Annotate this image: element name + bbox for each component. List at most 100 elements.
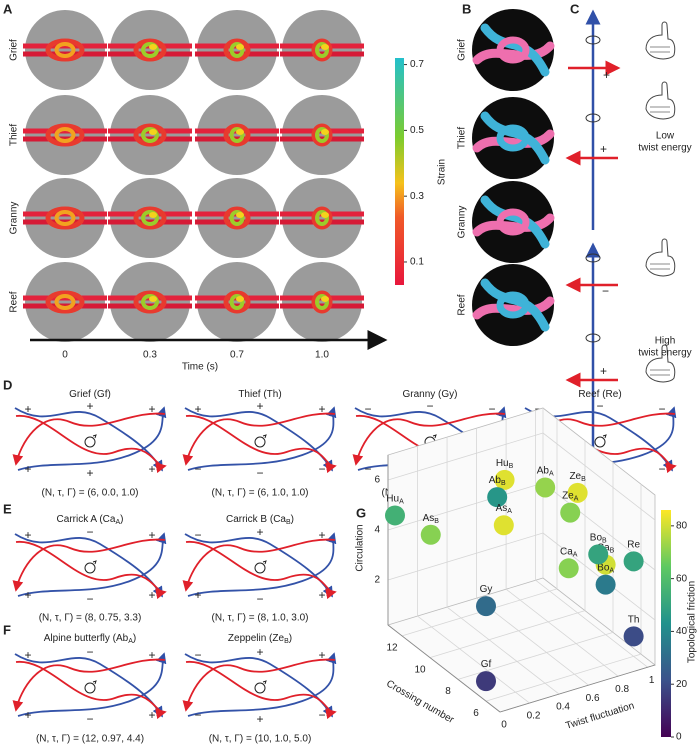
knot-point: [623, 626, 644, 647]
panel-label: E: [3, 501, 12, 516]
hand-icon: [645, 238, 676, 277]
crossing-sign: −: [318, 462, 325, 476]
crossing-sign: −: [194, 528, 201, 542]
invariants: (N, τ, Γ) = (8, 0.75, 3.3): [39, 613, 142, 624]
knot-frame: [197, 262, 277, 342]
rope-pink: [472, 41, 555, 65]
crossing-sign: −: [256, 466, 263, 480]
title-text: Carrick A (Ca: [57, 514, 116, 525]
y-tick-label: 0.8: [615, 684, 629, 695]
knot-loop: [223, 290, 251, 314]
knot-loop: [45, 206, 85, 230]
crossing-sign: +: [148, 708, 155, 722]
title-text: Reef (Re): [578, 389, 621, 400]
grid-line: [476, 597, 589, 686]
colorbar-tick-label: 0.7: [410, 59, 424, 70]
colorbar-label: Topological friction: [687, 581, 698, 663]
title-text: Carrick B (Ca: [226, 514, 286, 525]
strand-blue: [14, 533, 163, 598]
knot-loop: [45, 38, 85, 62]
y-axis-label: Twist fluctuation: [564, 700, 635, 731]
knot-loop: [133, 206, 167, 230]
point-label-text: Bo: [590, 532, 603, 543]
knot-core: [496, 36, 530, 64]
crossing-sign: +: [318, 588, 325, 602]
title-text: Thief (Th): [238, 389, 281, 400]
knot-loop: [223, 38, 251, 62]
point-label-sub: B: [434, 518, 439, 525]
circulation-arrow: [262, 434, 267, 439]
colorbar-label: Strain: [437, 159, 448, 185]
colorbar-tick-label: 0.5: [410, 125, 424, 136]
hand-outline: [645, 238, 676, 277]
invariants: (N, τ, Γ) = (6, 1.0, 1.0): [212, 488, 309, 499]
point-label-sub: A: [574, 496, 579, 503]
title-subscript: B: [284, 638, 289, 645]
time-tick-label: 0: [62, 350, 68, 361]
strain-colorbar: [395, 58, 404, 285]
point-label-text: Re: [627, 539, 640, 550]
knot-strain: [149, 296, 157, 302]
circulation-icon: [84, 436, 96, 448]
row-label: Thief: [9, 124, 20, 146]
colorbar-tick-label: 0.1: [410, 257, 424, 268]
rotation-icon: [585, 333, 601, 343]
point-label-text: As: [423, 512, 435, 523]
crossing-sign: −: [364, 402, 371, 416]
row-label: Granny: [457, 206, 468, 239]
hand-outline: [645, 344, 676, 383]
circulation-arrow: [92, 434, 97, 439]
time-tick-label: 1.0: [315, 350, 329, 361]
crossing-sign: +: [148, 462, 155, 476]
strand-red: [352, 412, 506, 466]
knot-core: [54, 294, 76, 310]
knot-point: [623, 551, 644, 572]
knot-loop: [45, 123, 85, 147]
point-label-text: Ab: [537, 465, 550, 476]
rotation-icon: [585, 253, 601, 263]
title-subscript: A: [115, 519, 120, 526]
diagram-title: Alpine butterfly (AbA): [44, 633, 137, 646]
knot-strain: [321, 296, 329, 302]
strand-blue: [14, 407, 163, 472]
knot-frame: [197, 10, 277, 90]
strand-red: [185, 541, 337, 600]
circulation-arrow: [262, 680, 267, 685]
sign: +: [600, 364, 607, 378]
hand-icon: [645, 344, 676, 383]
panel-label: B: [462, 1, 471, 16]
knot-core: [315, 294, 329, 310]
point-label: BoA: [597, 562, 614, 575]
title-text: Alpine butterfly (Ab: [44, 633, 129, 644]
knot-loop: [45, 290, 85, 314]
x-tick-label: 10: [414, 664, 426, 675]
knot-core: [54, 210, 76, 226]
point-label: Th: [628, 614, 640, 625]
grid-line: [446, 606, 560, 695]
crossing-sign: −: [86, 592, 93, 606]
title-text: ): [133, 633, 136, 644]
crossing-sign: +: [24, 588, 31, 602]
knot-core: [229, 42, 245, 58]
point-label: BoB: [590, 532, 607, 545]
knot-point: [493, 515, 514, 536]
knot-loop: [311, 38, 333, 62]
point-label-sub: B: [509, 463, 514, 470]
row-label: Reef: [9, 291, 20, 312]
strand-blue: [187, 532, 337, 597]
crossing-sign: +: [256, 525, 263, 539]
knot-core: [229, 127, 245, 143]
crossing-sign: −: [194, 708, 201, 722]
knot-core: [315, 210, 329, 226]
knot-strain: [321, 212, 329, 218]
strand-red: [15, 541, 167, 600]
caption: twist energy: [638, 348, 691, 359]
rotation-icon: [585, 113, 601, 123]
crossing-sign: +: [148, 648, 155, 662]
hand-outline: [645, 81, 676, 120]
invariants: (N, τ, Γ) = (6, 0.0, 1.0): [42, 488, 139, 499]
point-label: CaA: [560, 546, 578, 559]
knot-point: [535, 477, 556, 498]
point-label-text: Bo: [597, 562, 610, 573]
crossing-sign: +: [86, 466, 93, 480]
